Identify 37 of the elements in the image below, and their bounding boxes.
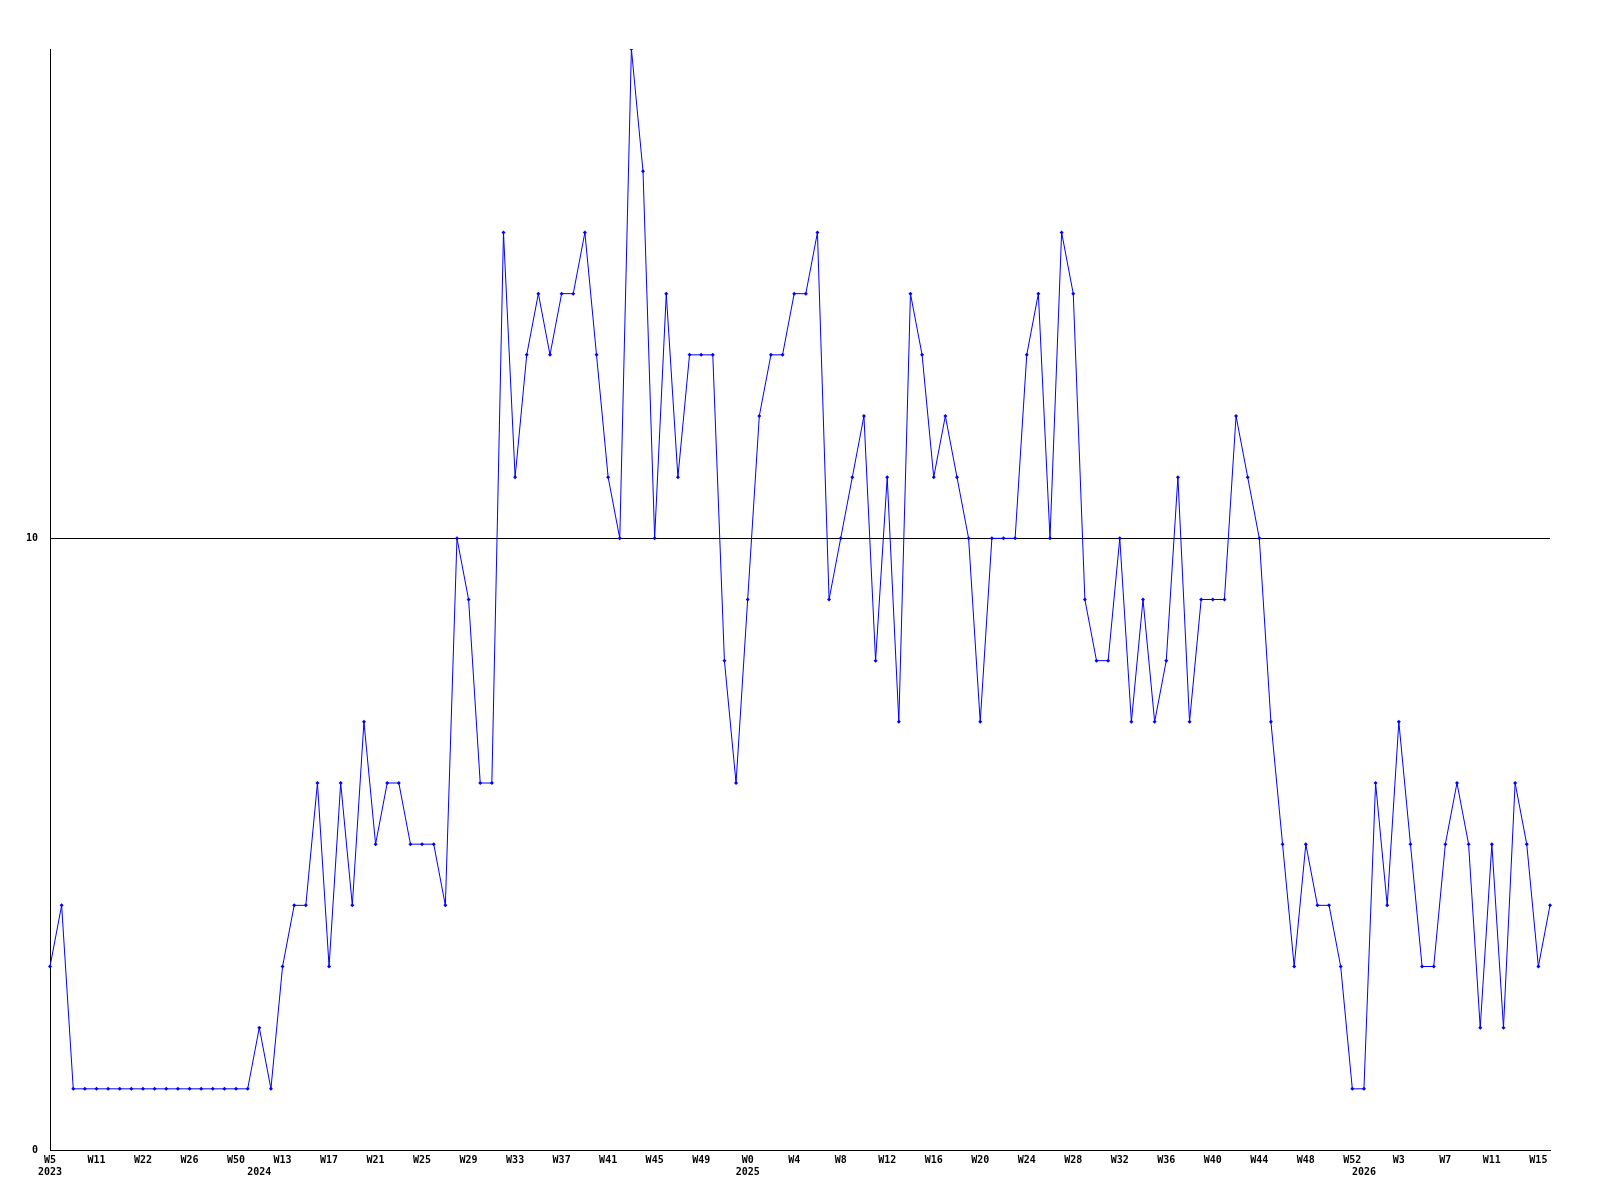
x-tick-label: W50 xyxy=(227,1153,246,1165)
x-tick-label: W7 xyxy=(1439,1153,1452,1165)
x-tick-label: W33 xyxy=(506,1153,525,1165)
x-tick-label: W11 xyxy=(1482,1153,1501,1165)
x-tick-label: W44 xyxy=(1250,1153,1269,1165)
x-tick-label: W45 xyxy=(645,1153,664,1165)
x-tick-label: W26 xyxy=(180,1153,199,1165)
x-tick-label: W3 xyxy=(1392,1153,1405,1165)
x-tick-label: W24 xyxy=(1017,1153,1036,1165)
x-tick-label: W49 xyxy=(692,1153,711,1165)
x-tick-label: W0 2025 xyxy=(735,1153,760,1177)
x-tick-label: W28 xyxy=(1064,1153,1083,1165)
x-tick-label: W32 xyxy=(1110,1153,1129,1165)
x-tick-label: W12 xyxy=(878,1153,897,1165)
y-tick-label: 0 xyxy=(31,1143,38,1155)
x-tick-label: W20 xyxy=(971,1153,990,1165)
x-tick-label: W41 xyxy=(599,1153,618,1165)
x-tick-label: W4 xyxy=(788,1153,801,1165)
x-tick-label: W16 xyxy=(924,1153,943,1165)
x-tick-label: W17 xyxy=(320,1153,339,1165)
x-tick-label: W5 2023 xyxy=(37,1153,63,1177)
x-tick-label: W52 xyxy=(1343,1153,1362,1165)
x-tick-label: 2026 xyxy=(1351,1165,1376,1177)
x-tick-label: W8 xyxy=(834,1153,847,1165)
x-tick-label: W22 xyxy=(133,1153,153,1165)
x-tick-label: W21 xyxy=(366,1153,385,1165)
x-tick-label: 2024 xyxy=(247,1165,272,1177)
x-tick-label: W36 xyxy=(1157,1153,1176,1165)
x-tick-label: W15 xyxy=(1529,1153,1548,1165)
y-tick-label: 10 xyxy=(25,531,38,543)
x-tick-label: W40 xyxy=(1203,1153,1222,1165)
x-tick-label: W48 xyxy=(1296,1153,1315,1165)
x-tick-label: W11 xyxy=(87,1153,106,1165)
x-tick-label: W37 xyxy=(552,1153,571,1165)
x-tick-label: W13 xyxy=(273,1153,292,1165)
x-tick-label: W25 xyxy=(413,1153,432,1165)
x-tick-label: W29 xyxy=(459,1153,478,1165)
